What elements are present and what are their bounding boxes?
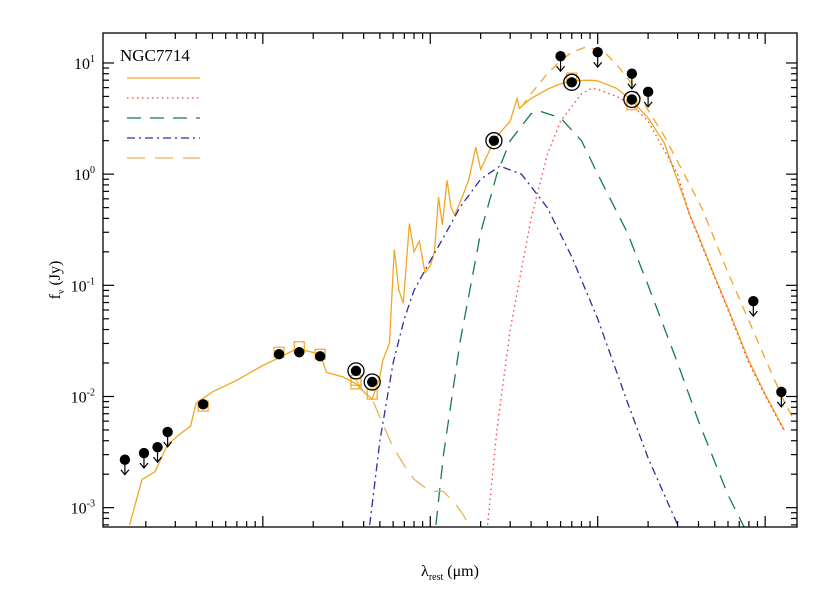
down-arrow-icon bbox=[120, 469, 130, 476]
observed-point-ring bbox=[563, 73, 581, 91]
observed-point-ring bbox=[485, 132, 503, 150]
observed-point bbox=[488, 135, 500, 146]
upper-limit-point bbox=[152, 441, 163, 453]
down-arrow-icon bbox=[153, 456, 163, 464]
y-tick-label: 10-3 bbox=[71, 499, 95, 518]
observed-point-ring bbox=[623, 90, 641, 109]
observed-point bbox=[350, 365, 362, 377]
down-arrow-icon bbox=[139, 462, 149, 469]
upper-limit-point bbox=[748, 295, 759, 307]
series-line-total bbox=[128, 79, 785, 526]
upper-limit-point bbox=[162, 426, 173, 438]
observed-point bbox=[314, 351, 326, 362]
down-arrow-icon bbox=[556, 65, 566, 73]
plot-frame bbox=[102, 32, 798, 528]
legend-title: NGC7714 bbox=[120, 46, 190, 65]
observed-point bbox=[294, 347, 305, 358]
points-layer bbox=[119, 46, 787, 476]
observed-point-ring bbox=[363, 373, 381, 391]
observed-point bbox=[273, 349, 285, 360]
down-arrow-icon bbox=[776, 401, 786, 408]
down-arrow-icon bbox=[748, 310, 758, 318]
down-arrow-icon bbox=[627, 83, 637, 90]
y-tick-label: 101 bbox=[74, 54, 95, 73]
x-axis-label: λrest (μm) bbox=[421, 563, 479, 583]
observed-point bbox=[367, 376, 378, 388]
model-point bbox=[366, 388, 378, 400]
upper-limit-point bbox=[776, 386, 787, 398]
series-line-extra-5 bbox=[520, 46, 796, 422]
y-tick-label: 100 bbox=[74, 165, 95, 184]
down-arrow-icon bbox=[163, 441, 173, 448]
series-line-cold bbox=[486, 87, 785, 525]
axis-ticks: 10-3 10-2 10-1 100 101 bbox=[71, 33, 797, 527]
legend: NGC7714 bbox=[120, 46, 200, 159]
series-line-warm bbox=[369, 165, 679, 526]
y-tick-label: 10-1 bbox=[71, 276, 95, 295]
curves-layer bbox=[128, 46, 796, 527]
y-tick-label: 10-2 bbox=[71, 387, 95, 406]
down-arrow-icon bbox=[593, 61, 603, 69]
observed-point bbox=[566, 77, 577, 88]
observed-point bbox=[626, 94, 638, 105]
observed-point-ring bbox=[347, 362, 365, 380]
down-arrow-icon bbox=[643, 101, 653, 108]
observed-point bbox=[197, 399, 209, 410]
series-line-cool bbox=[435, 110, 745, 527]
y-axis-label: fν (Jy) bbox=[47, 261, 67, 300]
